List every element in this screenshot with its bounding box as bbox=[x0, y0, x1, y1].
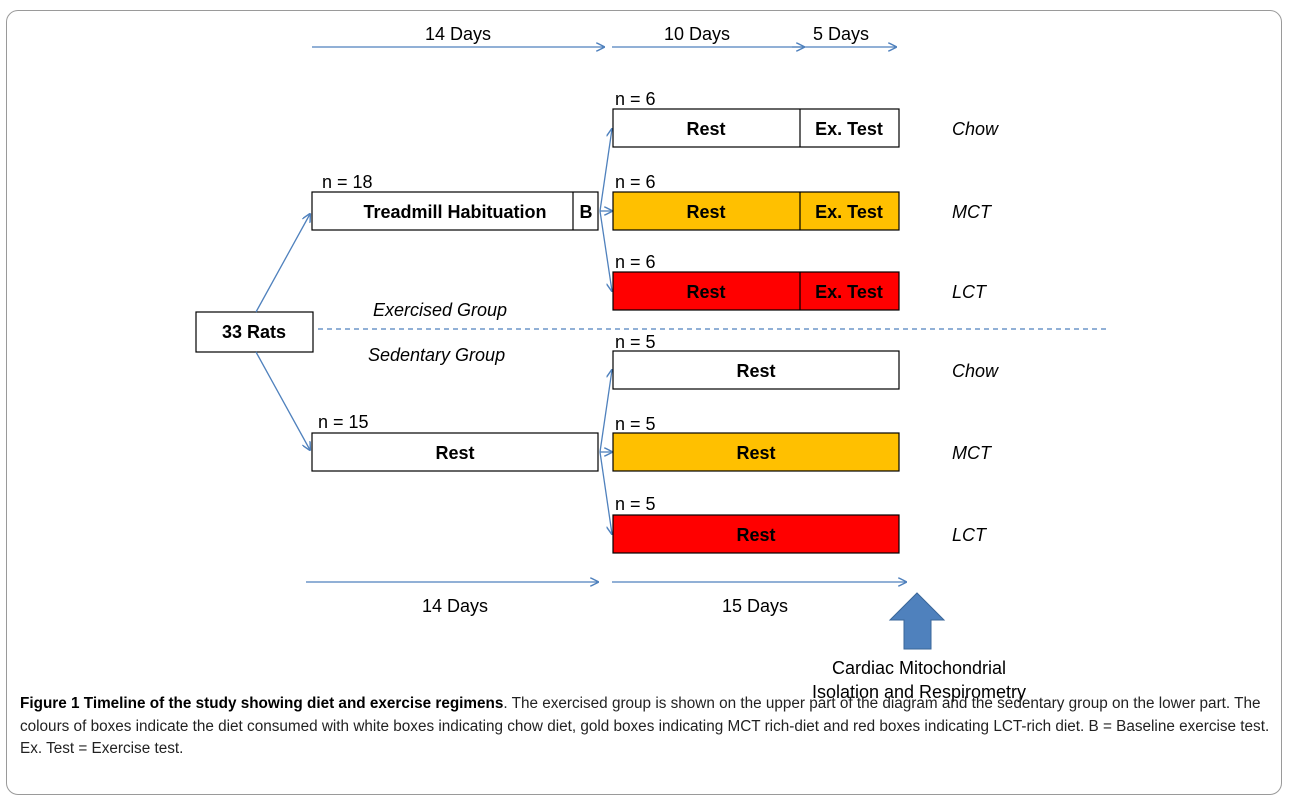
habituation-label: Treadmill Habituation bbox=[363, 202, 546, 222]
bottom-timeline: 14 Days 15 Days bbox=[306, 582, 906, 616]
endpoint-line2: Isolation and Respirometry bbox=[812, 682, 1026, 702]
exercised-lct-box bbox=[612, 271, 900, 311]
habituation-box bbox=[311, 191, 599, 231]
exercised-chow-diet: Chow bbox=[952, 119, 999, 139]
exercised-lct-n: n = 6 bbox=[615, 252, 656, 272]
caption-body: . The exercised group is shown on the up… bbox=[20, 695, 1270, 757]
exercised-mct-test: Ex. Test bbox=[815, 202, 883, 222]
sedentary-chow-n: n = 5 bbox=[615, 332, 656, 352]
exercised-chow-n: n = 6 bbox=[615, 89, 656, 109]
exercised-mct-n: n = 6 bbox=[615, 172, 656, 192]
baseline-label: B bbox=[580, 202, 593, 222]
exercised-lct-diet: LCT bbox=[952, 282, 988, 302]
sedentary-lct-n: n = 5 bbox=[615, 494, 656, 514]
exercised-chow-test: Ex. Test bbox=[815, 119, 883, 139]
sedentary-rest-label: Rest bbox=[435, 443, 474, 463]
top-phase3-label: 5 Days bbox=[813, 24, 869, 44]
sedentary-mct-box bbox=[612, 432, 900, 472]
endpoint-line1: Cardiac Mitochondrial bbox=[832, 658, 1006, 678]
top-phase2-label: 10 Days bbox=[664, 24, 730, 44]
top-timeline: 14 Days 10 Days 5 Days bbox=[312, 24, 896, 47]
sedentary-group-label: Sedentary Group bbox=[368, 345, 505, 365]
sedentary-rest-box bbox=[311, 432, 599, 472]
endpoint-arrow-icon bbox=[888, 592, 946, 650]
bottom-phase2-label: 15 Days bbox=[722, 596, 788, 616]
sedentary-mct-n: n = 5 bbox=[615, 414, 656, 434]
exercised-lct-rest: Rest bbox=[686, 282, 725, 302]
exercised-n-label: n = 18 bbox=[322, 172, 373, 192]
branch-arrow-exercised bbox=[255, 214, 310, 313]
figure-frame bbox=[6, 10, 1282, 795]
sedentary-mct-rest: Rest bbox=[736, 443, 775, 463]
sedentary-arrow-lct bbox=[599, 451, 612, 534]
top-phase1-label: 14 Days bbox=[425, 24, 491, 44]
sedentary-chow-diet: Chow bbox=[952, 361, 999, 381]
exercised-mct-rest: Rest bbox=[686, 202, 725, 222]
exercised-arrow-chow bbox=[599, 129, 612, 212]
sedentary-group: Sedentary Group n = 15 Rest n = 5 Rest C… bbox=[311, 332, 999, 554]
sedentary-lct-rest: Rest bbox=[736, 525, 775, 545]
exercised-chow-rest: Rest bbox=[686, 119, 725, 139]
sedentary-chow-rest: Rest bbox=[736, 361, 775, 381]
bottom-phase1-label: 14 Days bbox=[422, 596, 488, 616]
sedentary-chow-box bbox=[612, 350, 900, 390]
sedentary-lct-box bbox=[612, 514, 900, 554]
sedentary-lct-diet: LCT bbox=[952, 525, 988, 545]
exercised-lct-test: Ex. Test bbox=[815, 282, 883, 302]
exercised-arrow-lct bbox=[599, 210, 612, 291]
exercised-chow-box bbox=[612, 108, 900, 148]
rats-label: 33 Rats bbox=[222, 322, 286, 342]
exercised-group-label: Exercised Group bbox=[373, 300, 507, 320]
caption-title: Figure 1 Timeline of the study showing d… bbox=[20, 695, 504, 712]
exercised-group: n = 18 Treadmill Habituation B n = 6 Res… bbox=[311, 89, 999, 320]
branch-arrow-sedentary bbox=[255, 351, 310, 450]
sedentary-arrow-chow bbox=[599, 370, 612, 453]
figure-caption: Figure 1 Timeline of the study showing d… bbox=[20, 693, 1272, 761]
rats-box bbox=[195, 311, 314, 353]
exercised-mct-box bbox=[612, 191, 900, 231]
exercised-mct-diet: MCT bbox=[952, 202, 993, 222]
sedentary-n-label: n = 15 bbox=[318, 412, 369, 432]
sedentary-mct-diet: MCT bbox=[952, 443, 993, 463]
